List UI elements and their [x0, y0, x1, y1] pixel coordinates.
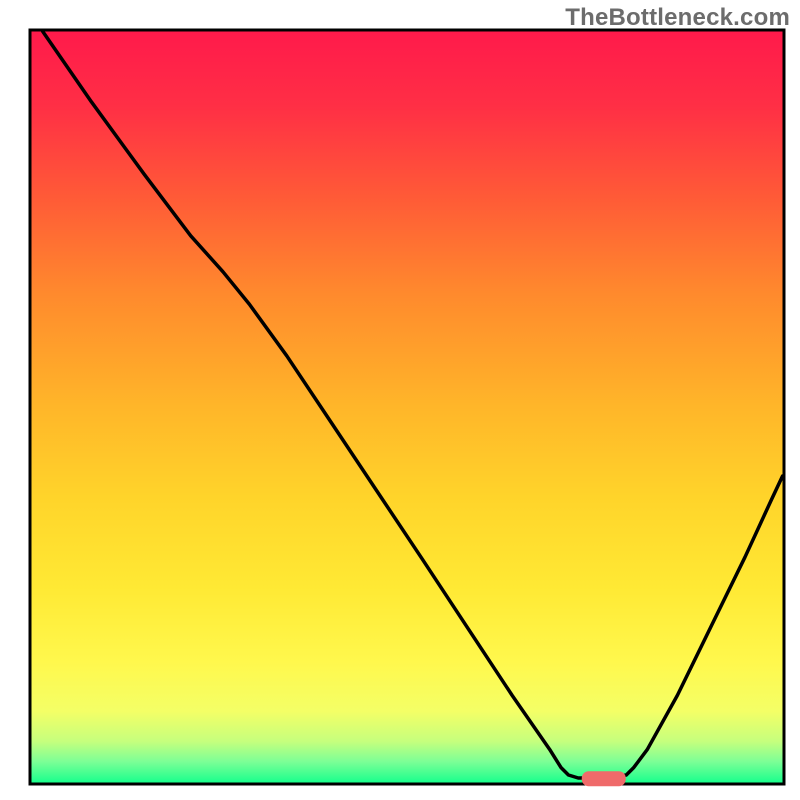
chart-plot [0, 0, 800, 800]
chart-frame: TheBottleneck.com [0, 0, 800, 800]
gradient-background [32, 32, 783, 783]
optimal-marker [582, 771, 626, 786]
